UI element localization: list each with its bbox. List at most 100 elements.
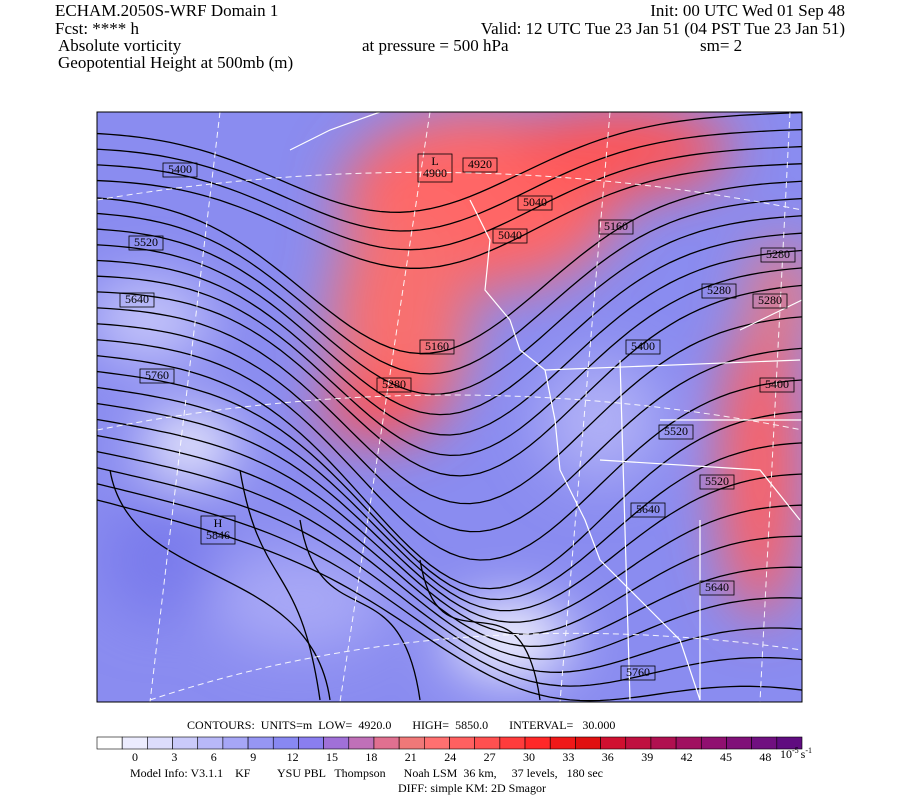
model-info: Model Info: V3.1.1 KF YSU PBL Thompson N…	[130, 766, 603, 780]
forecast: Fcst: **** h	[55, 19, 140, 38]
colorbar-swatch	[474, 736, 501, 750]
contour-line	[97, 232, 802, 416]
colorbar-swatch	[776, 736, 803, 750]
contour-line	[239, 469, 321, 701]
colorbar-swatch	[675, 736, 702, 750]
colorbar-swatch	[449, 736, 475, 750]
colorbar-label: 39	[641, 750, 653, 764]
colorbar: 0 3 6 9 12 15 18 21 24 27 30 33 36 39 42 45 48	[96, 736, 803, 764]
contour-line	[97, 499, 802, 702]
colorbar-swatch	[172, 736, 199, 750]
colorbar-label: 33	[562, 750, 574, 764]
contour-line	[97, 145, 802, 251]
map: 5400 5520 5640 5760 4920 5040 5040 5160 5160 5280…	[97, 112, 802, 702]
contour-line	[97, 386, 802, 612]
colorbar-label: 48	[759, 750, 771, 764]
contour-label: 5040	[523, 195, 547, 209]
init-time: Init: 00 UTC Wed 01 Sep 48	[650, 1, 845, 20]
colorbar-label: 24	[444, 750, 456, 764]
contour-label: 5280	[382, 377, 406, 391]
contour-label-box	[699, 580, 735, 596]
colorbar-swatch	[96, 736, 123, 750]
colorbar-swatch	[575, 736, 601, 750]
colorbar-swatch	[499, 736, 526, 750]
contour-info: CONTOURS: UNITS=m LOW= 4920.0 HIGH= 5850…	[187, 718, 615, 732]
contour-label: 5160	[425, 339, 449, 353]
contour-line	[419, 559, 541, 701]
contour-label: 5520	[134, 235, 158, 249]
contour-label-box	[462, 157, 498, 173]
extremum-letter: H	[214, 516, 223, 530]
contour-line	[97, 284, 802, 477]
contour-label-box	[492, 228, 528, 244]
contour-line	[97, 450, 802, 660]
contour-label-box	[620, 665, 656, 681]
colorbar-swatch	[247, 736, 274, 750]
contour-line	[97, 215, 802, 395]
contour-label: 5280	[707, 283, 731, 297]
contour-label-box	[759, 377, 795, 393]
graticule	[97, 112, 802, 702]
colorbar-swatch	[222, 736, 249, 750]
colorbar-swatch	[751, 736, 778, 750]
contour-line	[97, 267, 802, 457]
contour-label-box	[760, 247, 796, 263]
colorbar-swatch	[650, 736, 677, 750]
colorbar-swatch	[348, 736, 375, 750]
extremum-box	[200, 515, 236, 545]
colorbar-label: 3	[171, 750, 177, 764]
contour-label: 5520	[705, 474, 729, 488]
colorbar-label: 36	[602, 750, 614, 764]
contour-label: 5400	[168, 162, 192, 176]
contour-label: 5280	[758, 293, 782, 307]
contour-label-box	[419, 339, 455, 355]
contour-line	[97, 355, 802, 590]
contour-label: 5400	[631, 339, 655, 353]
contour-line	[97, 370, 802, 601]
colorbar-label: 30	[523, 750, 535, 764]
contour-line	[97, 323, 802, 533]
colorbar-swatch	[298, 736, 324, 750]
contour-line	[97, 112, 802, 213]
colorbar-swatch	[424, 736, 450, 750]
contour-label-box	[376, 377, 412, 393]
colorbar-swatch	[373, 736, 400, 750]
colorbar-swatch	[600, 736, 627, 750]
contour-line	[97, 339, 802, 561]
contour-labels: 5400 5520 5640 5760 4920 5040 5040 5160 5160 5280…	[119, 153, 796, 681]
contour-line	[109, 469, 331, 701]
colorbar-swatch	[121, 736, 148, 750]
colorbar-swatch	[726, 736, 752, 750]
contour-line	[97, 418, 802, 635]
colorbar-label: 42	[681, 750, 693, 764]
contour-line	[299, 519, 421, 701]
contour-line	[97, 197, 802, 375]
contour-label: 5520	[664, 424, 688, 438]
colorbar-swatch	[700, 736, 727, 750]
colorbar-label: 45	[720, 750, 732, 764]
extremum-value: 5846	[206, 528, 230, 542]
colorbar-swatch	[197, 736, 224, 750]
contour-line	[97, 249, 802, 436]
smoothing: sm= 2	[700, 36, 742, 55]
diff-info: DIFF: simple KM: 2D Smagor	[398, 781, 546, 795]
contour-label-box	[630, 502, 666, 518]
contour-label-box	[128, 235, 164, 251]
colorbar-swatch	[625, 736, 652, 750]
colorbar-label: 21	[405, 750, 417, 764]
contour-label: 5640	[636, 502, 660, 516]
colorbar-swatch	[147, 736, 173, 750]
valid-time: Valid: 12 UTC Tue 23 Jan 51 (04 PST Tue …	[481, 19, 845, 38]
colorbar-label: 15	[326, 750, 338, 764]
colorbar-swatch	[323, 736, 350, 750]
contour-label-box	[119, 292, 155, 308]
contour-label-box	[625, 339, 661, 355]
colorbar-label: 12	[287, 750, 299, 764]
colorbar-unit: 10-5 s-1	[780, 746, 812, 761]
contour-line	[97, 307, 802, 505]
colorbar-label: 27	[484, 750, 496, 764]
contour-label: 5040	[498, 228, 522, 242]
colorbar-label: 18	[365, 750, 377, 764]
